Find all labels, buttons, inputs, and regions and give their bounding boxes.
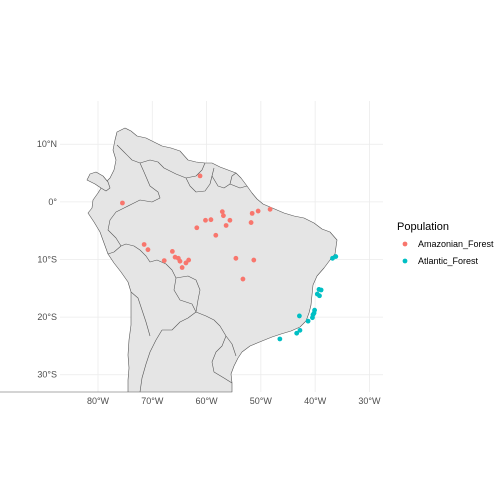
point-amazonian-forest <box>208 217 214 223</box>
continent-outline <box>0 127 338 393</box>
point-amazonian-forest <box>213 232 219 238</box>
x-tick-label: 70°W <box>141 396 164 406</box>
point-amazonian-forest <box>197 173 203 179</box>
point-amazonian-forest <box>227 217 233 223</box>
point-amazonian-forest <box>221 213 226 219</box>
point-atlantic-forest <box>297 327 303 333</box>
point-amazonian-forest <box>169 248 175 254</box>
point-amazonian-forest <box>240 276 246 282</box>
legend-label: Amazonian_Forest <box>418 239 494 249</box>
x-tick-label: 50°W <box>250 396 273 406</box>
point-amazonian-forest <box>194 225 200 231</box>
x-tick-label: 30°W <box>358 396 381 406</box>
point-atlantic-forest <box>318 287 324 293</box>
legend-key-atlantic-forest <box>402 258 408 264</box>
point-amazonian-forest <box>203 217 208 223</box>
point-atlantic-forest <box>305 318 311 324</box>
point-atlantic-forest <box>333 254 339 259</box>
point-amazonian-forest <box>186 257 192 263</box>
point-amazonian-forest <box>141 242 147 247</box>
axis-labels: 80°W 70°W 60°W 50°W 40°W 30°W 30°S 20°S 10°S 0° 10… <box>37 139 381 406</box>
legend-key-amazonian-forest <box>402 241 408 247</box>
point-amazonian-forest <box>248 220 254 225</box>
point-amazonian-forest <box>120 200 125 206</box>
y-tick-label: 30°S <box>37 370 57 380</box>
point-amazonian-forest <box>223 223 229 228</box>
legend-label: Atlantic_Forest <box>418 256 479 266</box>
point-amazonian-forest <box>179 265 185 270</box>
point-amazonian-forest <box>161 258 167 264</box>
country-borders <box>107 144 248 393</box>
point-amazonian-forest <box>255 208 261 214</box>
point-amazonian-forest <box>251 257 257 263</box>
legend-items: Amazonian_Forest Atlantic_Forest <box>402 239 494 266</box>
occurrence-points <box>120 173 339 342</box>
point-atlantic-forest <box>310 315 315 321</box>
legend: Population Amazonian_Forest Atlantic_Fore… <box>397 221 494 266</box>
point-atlantic-forest <box>314 291 320 297</box>
y-tick-label: 10°S <box>37 254 57 264</box>
x-tick-label: 60°W <box>196 396 219 406</box>
y-tick-label: 0° <box>48 197 57 207</box>
point-amazonian-forest <box>233 255 239 261</box>
point-atlantic-forest <box>297 313 302 319</box>
point-amazonian-forest <box>249 210 255 216</box>
point-atlantic-forest <box>294 330 300 336</box>
legend-title: Population <box>397 221 449 233</box>
x-tick-label: 80°W <box>87 396 110 406</box>
point-amazonian-forest <box>267 206 273 212</box>
central-america <box>86 171 111 192</box>
point-atlantic-forest <box>277 336 283 342</box>
y-tick-label: 20°S <box>37 312 57 322</box>
south-america-landmass <box>0 127 338 393</box>
point-amazonian-forest <box>145 247 151 253</box>
point-amazonian-forest <box>177 258 183 264</box>
point-amazonian-forest <box>219 209 225 215</box>
y-tick-label: 10°N <box>37 139 57 149</box>
x-tick-label: 40°W <box>304 396 327 406</box>
